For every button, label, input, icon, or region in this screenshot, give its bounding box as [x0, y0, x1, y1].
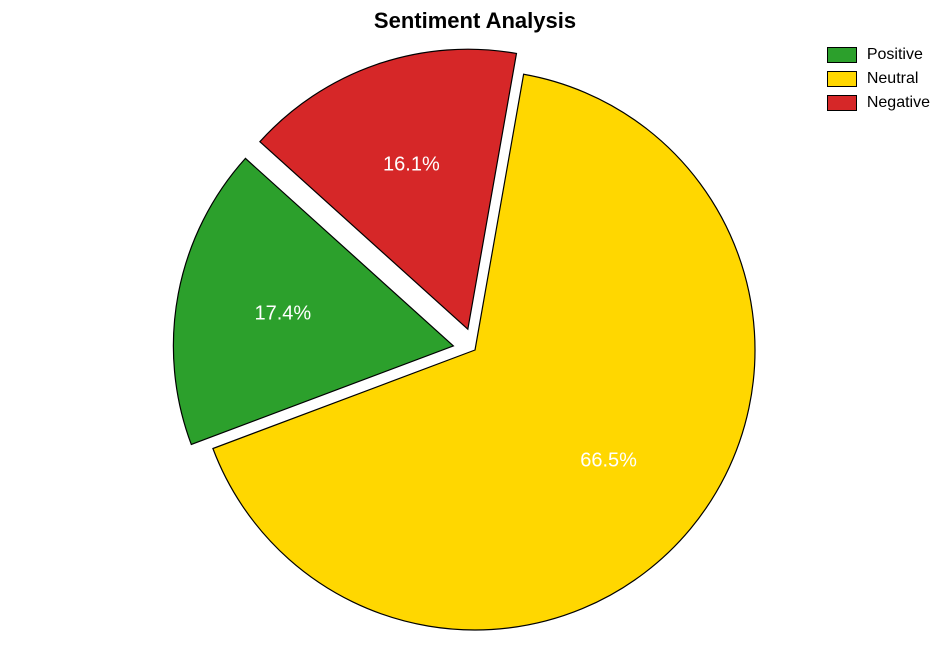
- slice-label-neutral: 66.5%: [580, 449, 637, 472]
- legend-swatch-neutral: [827, 71, 857, 87]
- slice-label-positive: 17.4%: [254, 302, 311, 325]
- pie-chart-svg: [0, 0, 950, 662]
- legend-label-neutral: Neutral: [867, 70, 919, 88]
- legend-swatch-negative: [827, 95, 857, 111]
- legend: Positive Neutral Negative: [827, 46, 930, 112]
- legend-item-negative: Negative: [827, 94, 930, 112]
- legend-label-negative: Negative: [867, 94, 930, 112]
- legend-item-neutral: Neutral: [827, 70, 930, 88]
- legend-label-positive: Positive: [867, 46, 923, 64]
- legend-swatch-positive: [827, 47, 857, 63]
- slice-label-negative: 16.1%: [383, 154, 440, 177]
- legend-item-positive: Positive: [827, 46, 930, 64]
